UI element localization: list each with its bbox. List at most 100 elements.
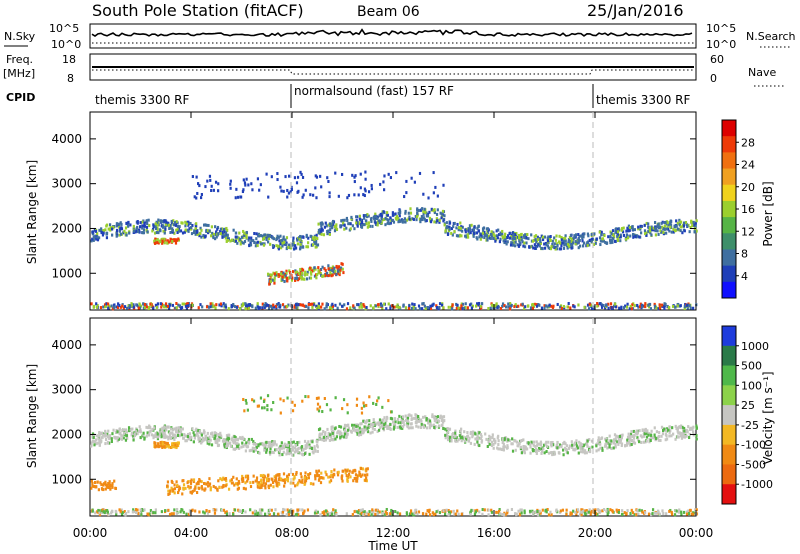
echo-cell xyxy=(210,225,213,229)
echo-cell xyxy=(313,238,316,242)
echo-cell xyxy=(181,479,184,483)
echo-cell xyxy=(598,302,601,306)
echo-cell xyxy=(259,474,263,478)
echo-cell xyxy=(511,442,514,446)
echo-cell xyxy=(398,209,402,213)
echo-cell xyxy=(295,181,299,185)
echo-cell xyxy=(438,220,441,224)
echo-cell xyxy=(226,437,229,441)
echo-cell xyxy=(682,224,686,228)
echo-cell xyxy=(161,442,164,446)
echo-cell xyxy=(143,508,146,512)
echo-cell xyxy=(108,480,111,484)
echo-cell xyxy=(406,425,409,429)
echo-cell xyxy=(447,430,450,434)
echo-cell xyxy=(145,305,148,309)
echo-cell xyxy=(490,234,494,238)
echo-cell xyxy=(404,209,407,213)
echo-cell xyxy=(553,452,557,456)
cpid-segment-1: themis 3300 RF xyxy=(95,93,189,107)
echo-cell xyxy=(371,426,374,430)
echo-cell xyxy=(546,507,549,511)
echo-cell xyxy=(429,513,432,517)
echo-cell xyxy=(246,479,249,483)
echo-cell xyxy=(245,236,248,240)
echo-cell xyxy=(307,473,310,477)
echo-cell xyxy=(581,236,584,240)
echo-cell xyxy=(376,512,379,516)
echo-cell xyxy=(690,220,693,224)
echo-cell xyxy=(450,227,453,231)
echo-cell xyxy=(555,242,559,246)
echo-cell xyxy=(96,304,99,308)
echo-cell xyxy=(265,236,268,240)
echo-cell xyxy=(156,223,159,227)
echo-cell xyxy=(264,302,267,306)
echo-cell xyxy=(290,278,294,282)
echo-cell xyxy=(502,448,505,452)
echo-cell xyxy=(245,401,248,405)
echo-cell xyxy=(573,443,576,447)
echo-cell xyxy=(533,235,536,239)
echo-cell xyxy=(255,445,258,449)
echo-cell xyxy=(357,303,360,307)
echo-cell xyxy=(595,512,598,516)
echo-cell xyxy=(113,479,116,483)
echo-cell xyxy=(261,443,265,447)
echo-cell xyxy=(658,304,662,308)
echo-cell xyxy=(355,221,358,225)
echo-cell xyxy=(163,305,166,309)
echo-cell xyxy=(397,220,400,224)
velocity-data xyxy=(90,394,699,517)
echo-cell xyxy=(464,302,467,306)
echo-cell xyxy=(432,302,435,306)
echo-cell xyxy=(445,226,448,230)
echo-cell xyxy=(280,441,283,445)
echo-cell xyxy=(562,239,566,243)
echo-cell xyxy=(266,394,270,398)
echo-cell xyxy=(306,272,309,276)
echo-cell xyxy=(244,398,248,402)
echo-cell xyxy=(222,508,226,512)
echo-cell xyxy=(296,242,300,246)
echo-cell xyxy=(91,484,94,488)
echo-cell xyxy=(492,446,495,450)
echo-cell xyxy=(329,475,332,479)
echo-cell xyxy=(214,508,217,512)
echo-cell xyxy=(407,211,410,215)
echo-cell xyxy=(326,303,330,307)
echo-cell xyxy=(324,431,327,435)
echo-cell xyxy=(379,220,382,224)
echo-cell xyxy=(182,487,185,491)
echo-cell xyxy=(477,303,480,307)
echo-cell xyxy=(289,190,292,194)
echo-cell xyxy=(355,403,358,407)
echo-cell xyxy=(294,449,298,453)
echo-cell xyxy=(539,442,543,446)
echo-cell xyxy=(304,471,307,475)
echo-cell xyxy=(305,235,308,239)
echo-cell xyxy=(366,430,370,434)
echo-cell xyxy=(383,423,386,427)
echo-cell xyxy=(492,237,495,241)
echo-cell xyxy=(386,416,389,420)
echo-cell xyxy=(242,229,245,233)
echo-cell xyxy=(229,239,232,243)
echo-cell xyxy=(321,511,324,515)
echo-cell xyxy=(235,187,238,191)
echo-cell xyxy=(399,210,402,214)
echo-cell xyxy=(510,442,513,446)
echo-cell xyxy=(353,306,356,310)
echo-cell xyxy=(190,491,193,495)
echo-cell xyxy=(262,243,266,247)
echo-cell xyxy=(345,226,348,230)
echo-cell xyxy=(326,176,329,180)
echo-cell xyxy=(221,485,224,489)
echo-cell xyxy=(653,433,656,437)
echo-cell xyxy=(165,428,168,432)
echo-cell xyxy=(346,469,349,473)
date-title: 25/Jan/2016 xyxy=(587,1,684,20)
echo-cell xyxy=(280,238,284,242)
echo-cell xyxy=(282,189,285,193)
echo-cell xyxy=(379,426,382,430)
